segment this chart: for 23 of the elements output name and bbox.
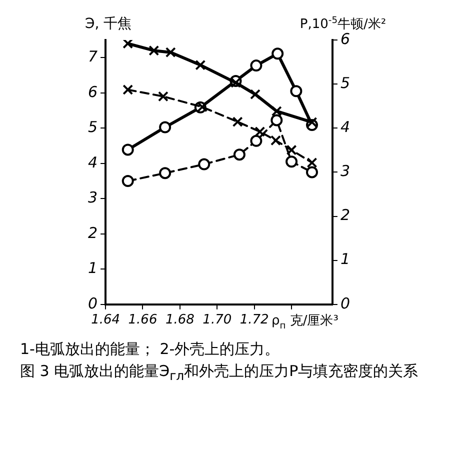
y-tick-label: 0 — [88, 294, 98, 312]
text: 1-电弧放出的能量； 2-外壳上的压力。 — [20, 339, 281, 360]
y-tick-label: 6 — [88, 82, 98, 101]
y-tick-label: 7 — [88, 48, 98, 66]
y2-tick-label: 5 — [340, 74, 350, 92]
x-tick-label: 1.70 — [202, 312, 232, 328]
y2-tick-label: 6 — [340, 30, 350, 48]
y2-tick-label: 0 — [340, 294, 350, 312]
y-tick-label: 2 — [88, 224, 98, 242]
x-tick-label: 1.68 — [165, 312, 194, 328]
x-tick-label: 1.64 — [91, 312, 120, 328]
y2-tick-label: 4 — [340, 118, 350, 136]
x-tick-label: 1.66 — [128, 312, 158, 328]
y2-tick-label: 3 — [340, 162, 350, 180]
y-tick-label: 3 — [88, 188, 98, 207]
x-tick-label: 1.72 — [240, 312, 269, 328]
caption: 图 3 电弧放出的能量Э$_{гл}$和外壳上的压力P与填充密度的关系 — [20, 361, 420, 386]
y2-tick-label: 1 — [340, 250, 350, 268]
y2-tick-label: 2 — [340, 206, 350, 224]
y-tick-label: 5 — [88, 118, 98, 136]
y-tick-label: 4 — [88, 153, 98, 172]
y-tick-label: 1 — [88, 259, 98, 278]
y-axis-title: Э, 千焦 — [85, 16, 132, 32]
